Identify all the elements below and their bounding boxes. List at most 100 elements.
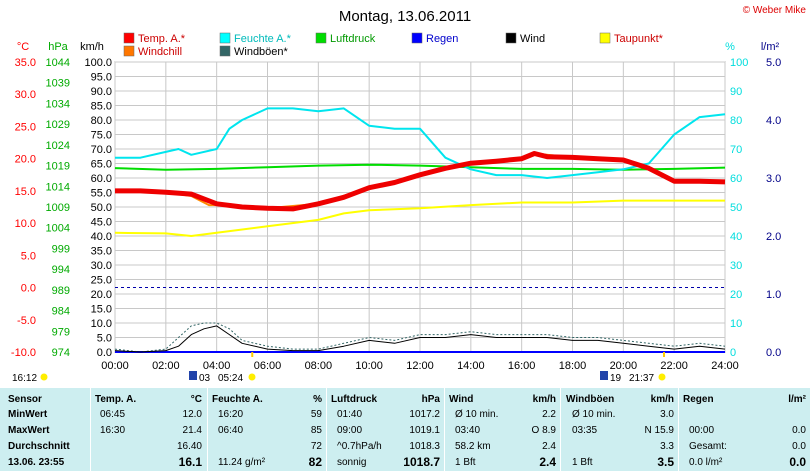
stat-value: 21.4: [182, 425, 202, 436]
stat-value: 3.5: [657, 455, 674, 469]
column-header: Temp. A.: [95, 394, 137, 405]
column-unit: km/h: [532, 394, 556, 405]
legend-swatch: [315, 32, 327, 44]
stat-value: 12.0: [182, 409, 202, 420]
temp-tick-label: 30.0: [15, 89, 36, 101]
temp-tick-label: 20.0: [15, 154, 36, 166]
humidity-tick-label: 40: [730, 231, 742, 243]
wind-tick-label: 85.0: [91, 101, 112, 113]
wind-tick-label: 35.0: [91, 246, 112, 258]
credit-text: © Weber Mike: [743, 5, 807, 16]
humidity-tick-label: 60: [730, 173, 742, 185]
legend-label: Wind: [520, 33, 545, 45]
legend-label: Regen: [426, 33, 458, 45]
x-tick-label: 04:00: [203, 360, 231, 372]
stat-detail: 06:45: [100, 409, 126, 420]
rain-tick-label: 2.0: [766, 231, 781, 243]
stat-detail: 16:30: [100, 425, 126, 436]
legend-label: Temp. A.*: [138, 33, 186, 45]
wind-tick-label: 70.0: [91, 144, 112, 156]
temp-tick-label: 10.0: [15, 218, 36, 230]
temp-tick-label: 25.0: [15, 121, 36, 133]
sunset-time: 21:37: [629, 373, 654, 384]
sun-icon: [40, 373, 48, 381]
chart-grid: [114, 61, 726, 353]
pressure-tick-label: 1019: [46, 161, 70, 173]
x-tick-label: 18:00: [559, 360, 587, 372]
stat-detail: Ø 10 min.: [455, 409, 499, 420]
series-line-wind: [114, 325, 726, 353]
wind-tick-label: 10.0: [91, 318, 112, 330]
x-tick-label: 02:00: [152, 360, 180, 372]
chart-plot-area: [114, 107, 726, 353]
stat-detail: 01:40: [337, 409, 363, 420]
stat-value: 0.0: [792, 425, 806, 436]
humidity-tick-label: 10: [730, 318, 742, 330]
wind-tick-label: 40.0: [91, 231, 112, 243]
pressure-tick-label: 1024: [46, 140, 70, 152]
temp-tick-label: -10.0: [11, 347, 36, 359]
stat-value: 1018.7: [403, 455, 440, 469]
rain-tick-label: 0.0: [766, 347, 781, 359]
sunrise-time: 05:24: [218, 373, 243, 384]
stat-value: 0.0: [792, 441, 806, 452]
sunset-day: 19: [610, 373, 622, 384]
x-tick-label: 20:00: [610, 360, 638, 372]
column-header: Regen: [683, 394, 714, 405]
column-header: Luftdruck: [331, 394, 378, 405]
row-label: Durchschnitt: [8, 441, 70, 452]
legend-label: Luftdruck: [330, 33, 376, 45]
legend-swatch: [123, 45, 135, 57]
column-header: Windböen: [566, 394, 615, 405]
stat-detail: Ø 10 min.: [572, 409, 616, 420]
pressure-tick-label: 1034: [46, 98, 70, 110]
legend-label: Feuchte A.*: [234, 33, 292, 45]
stat-value: 3.3: [660, 441, 674, 452]
stat-detail: 58.2 km: [455, 441, 491, 452]
calendar-icon: [189, 371, 197, 380]
stat-value: 85: [310, 425, 322, 436]
legend-label: Windchill: [138, 46, 182, 58]
footer-time: 16:12: [12, 373, 37, 384]
wind-tick-label: 90.0: [91, 86, 112, 98]
stat-value: 16.40: [176, 441, 202, 452]
column-header: Feuchte A.: [212, 394, 263, 405]
stat-detail: 06:40: [218, 425, 244, 436]
humidity-tick-label: 30: [730, 260, 742, 272]
rain-tick-label: 1.0: [766, 289, 781, 301]
wind-tick-label: 95.0: [91, 72, 112, 84]
series-line-taupunkt: [114, 199, 725, 237]
pressure-axis-title: hPa: [48, 41, 68, 53]
series-line-feuchte-a: [115, 107, 726, 179]
stat-detail: 00:00: [689, 425, 715, 436]
column-unit: %: [313, 394, 322, 405]
wind-tick-label: 25.0: [91, 275, 112, 287]
pressure-tick-label: 994: [52, 264, 70, 276]
temp-tick-label: -5.0: [17, 315, 36, 327]
wind-tick-label: 45.0: [91, 217, 112, 229]
stat-value: 3.0: [660, 409, 674, 420]
rain-tick-label: 4.0: [766, 115, 781, 127]
row-label: MaxWert: [8, 425, 50, 436]
wind-tick-label: 15.0: [91, 304, 112, 316]
humidity-tick-label: 50: [730, 202, 742, 214]
legend-swatch: [219, 32, 231, 44]
stat-detail: 09:00: [337, 425, 363, 436]
legend-swatch: [219, 45, 231, 57]
temp-tick-label: 0.0: [21, 283, 36, 295]
column-header: Sensor: [8, 394, 42, 405]
pressure-tick-label: 984: [52, 306, 70, 318]
row-label: MinWert: [8, 409, 48, 420]
chart-legend: Temp. A.* Feuchte A.* Luftdruck Regen Wind Ta…: [123, 32, 664, 58]
wind-tick-label: 80.0: [91, 115, 112, 127]
column-unit: km/h: [650, 394, 674, 405]
stat-value: 2.2: [542, 409, 556, 420]
stat-value: 1019.1: [409, 425, 440, 436]
stat-detail: sonnig: [337, 457, 367, 468]
stat-value: O 8.9: [531, 425, 556, 436]
x-tick-label: 12:00: [406, 360, 434, 372]
legend-swatch: [599, 32, 611, 44]
humidity-tick-label: 0: [730, 347, 736, 359]
stat-value: 2.4: [542, 441, 556, 452]
axis-ticks: 00:00 02:00 04:00 06:00 08:00 10:00 12:00 14:00…: [11, 57, 781, 372]
